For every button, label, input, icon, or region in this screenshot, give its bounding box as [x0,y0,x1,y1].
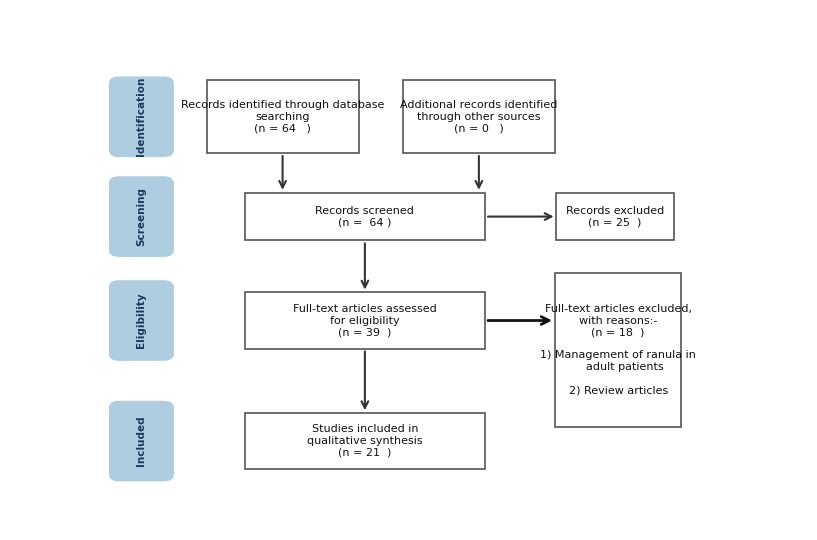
FancyBboxPatch shape [109,402,173,481]
FancyBboxPatch shape [109,177,173,256]
FancyBboxPatch shape [207,80,359,153]
FancyBboxPatch shape [555,273,681,427]
Text: Full-text articles assessed
for eligibility
(n = 39  ): Full-text articles assessed for eligibil… [293,304,437,337]
FancyBboxPatch shape [109,77,173,156]
Text: Full-text articles excluded,
with reasons:-
(n = 18  )

1) Management of ranula : Full-text articles excluded, with reason… [540,304,696,395]
Text: Records identified through database
searching
(n = 64   ): Records identified through database sear… [181,100,384,133]
Text: Additional records identified
through other sources
(n = 0   ): Additional records identified through ot… [400,100,557,133]
Text: Studies included in
qualitative synthesis
(n = 21  ): Studies included in qualitative synthesi… [307,424,422,458]
FancyBboxPatch shape [244,413,485,469]
FancyBboxPatch shape [244,193,485,240]
Text: Included: Included [136,416,146,467]
FancyBboxPatch shape [244,293,485,349]
FancyBboxPatch shape [109,281,173,360]
Text: Eligibility: Eligibility [136,293,146,348]
Text: Records excluded
(n = 25  ): Records excluded (n = 25 ) [566,206,664,227]
FancyBboxPatch shape [556,193,673,240]
Text: Identification: Identification [136,77,146,157]
Text: Screening: Screening [136,187,146,246]
Text: Records screened
(n =  64 ): Records screened (n = 64 ) [315,206,414,227]
FancyBboxPatch shape [403,80,555,153]
